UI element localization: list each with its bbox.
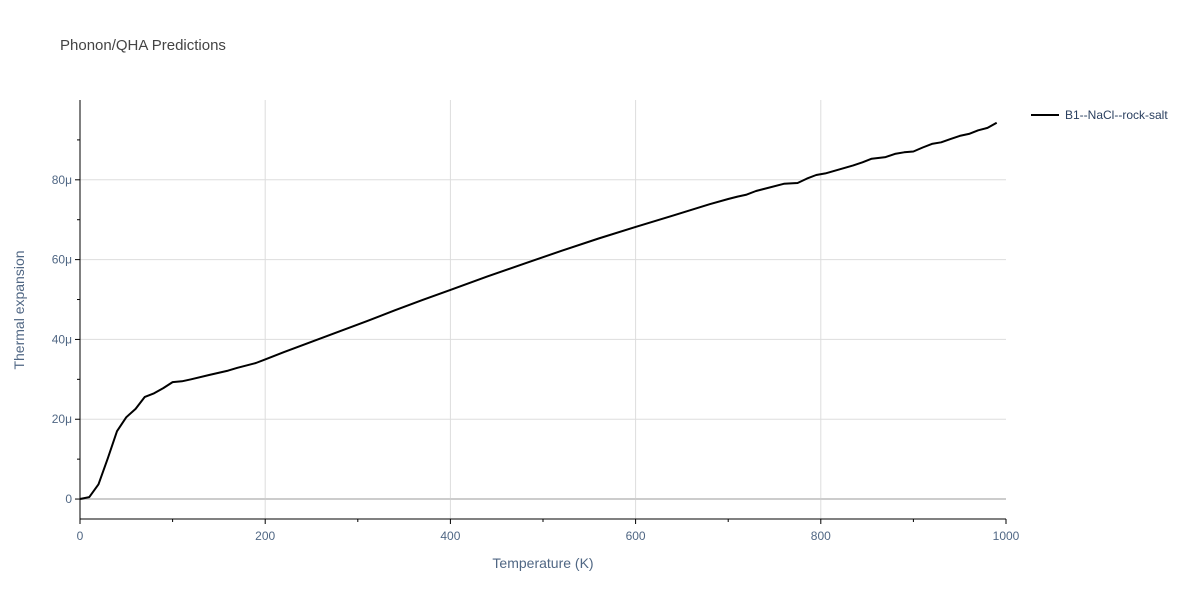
- x-tick-label: 400: [440, 529, 460, 543]
- x-tick-label: 1000: [993, 529, 1020, 543]
- x-tick-label: 200: [255, 529, 275, 543]
- axes: [75, 100, 1007, 524]
- y-tick-label: 40μ: [52, 332, 72, 346]
- y-tick-label: 80μ: [52, 173, 72, 187]
- series-line-B1--NaCl--rock-salt[interactable]: [79, 121, 998, 500]
- legend-entry-label: B1--NaCl--rock-salt: [1065, 108, 1168, 122]
- y-tick-label: 60μ: [52, 253, 72, 267]
- x-axis-title: Temperature (K): [492, 555, 593, 571]
- y-tick-label: 20μ: [52, 412, 72, 426]
- y-tick-label: 0: [65, 492, 72, 506]
- x-tick-label: 800: [811, 529, 831, 543]
- legend[interactable]: B1--NaCl--rock-salt: [1031, 108, 1168, 122]
- chart-title: Phonon/QHA Predictions: [60, 37, 226, 54]
- y-axis-title: Thermal expansion: [11, 250, 27, 369]
- x-tick-label: 0: [77, 529, 84, 543]
- series-lines: [79, 121, 998, 500]
- x-tick-label: 600: [626, 529, 646, 543]
- tick-labels: 0 200 400 600 800 1000 0 20μ 40μ 60μ 80μ: [52, 173, 1020, 543]
- grid-lines: [80, 100, 1006, 519]
